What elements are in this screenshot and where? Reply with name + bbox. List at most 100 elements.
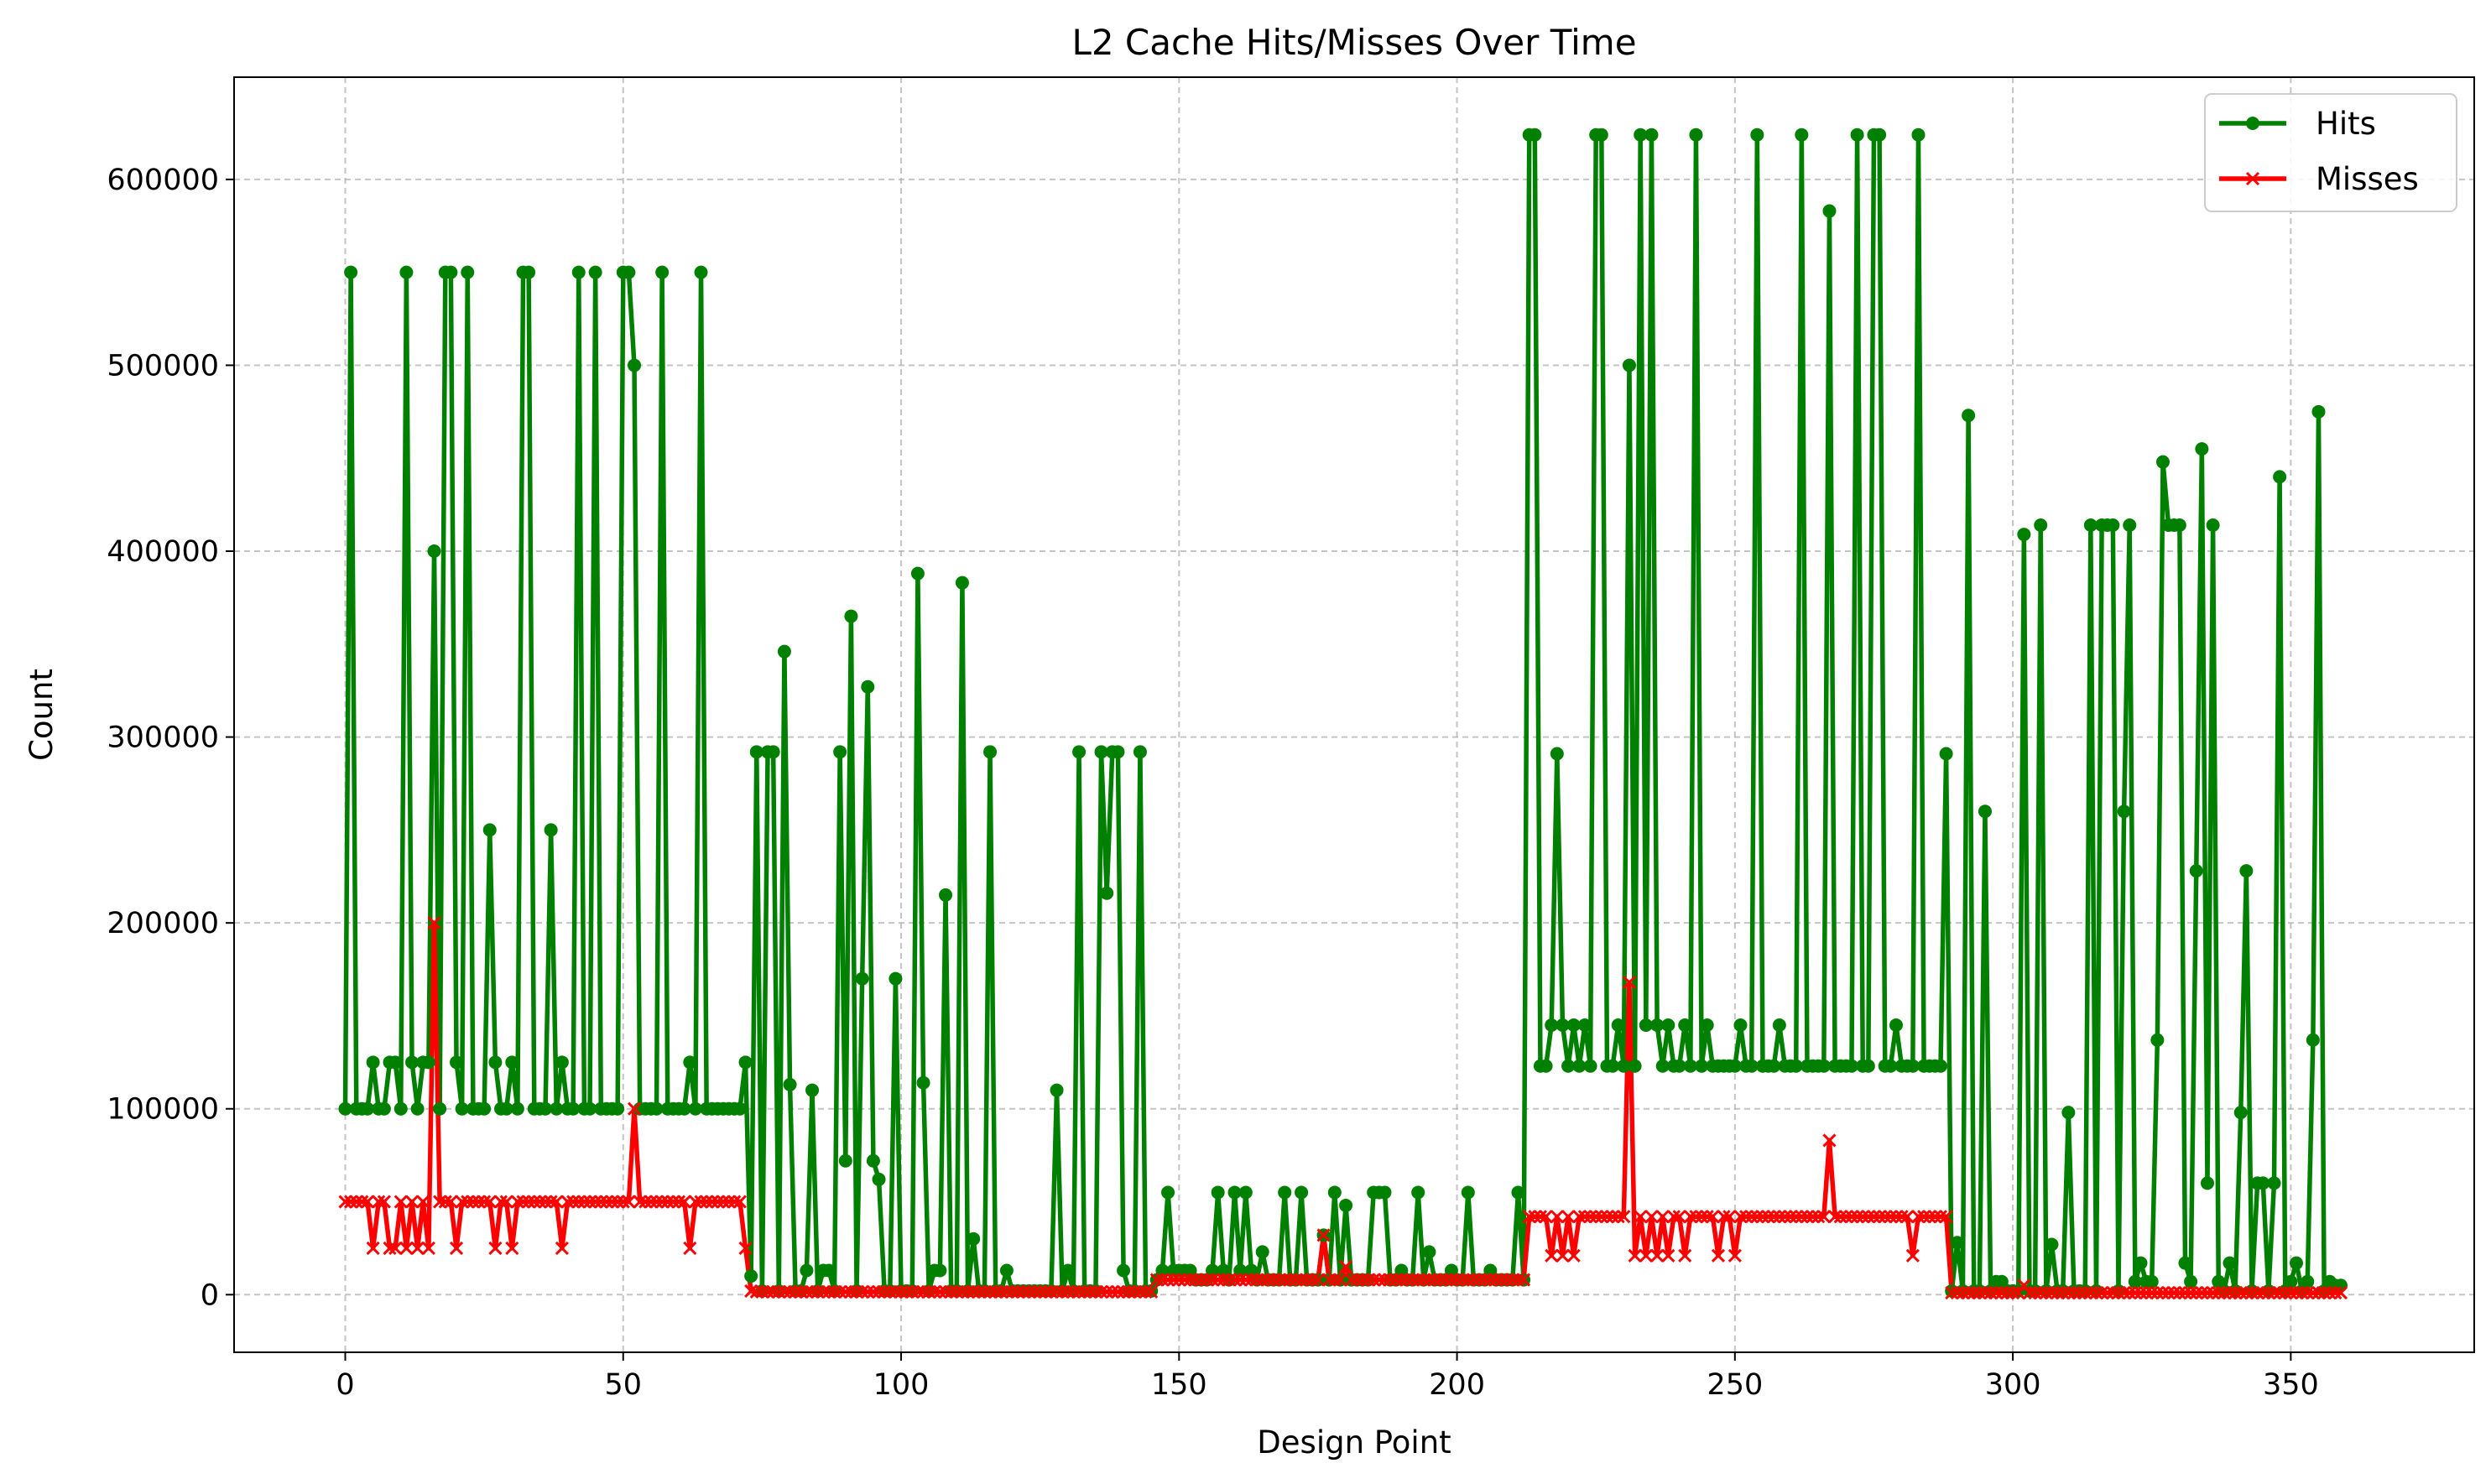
data-point-misses (1755, 1210, 1770, 1224)
data-point-misses (838, 1284, 852, 1299)
data-point-misses (910, 1284, 925, 1299)
data-point-misses (1160, 1273, 1175, 1287)
data-point-hits (611, 1101, 625, 1116)
data-point-misses (616, 1195, 630, 1209)
data-point-misses (855, 1284, 869, 1299)
data-point-misses (2217, 1286, 2231, 1300)
data-point-misses (1583, 1210, 1597, 1224)
data-point-misses (2223, 1286, 2237, 1300)
data-point-misses (649, 1195, 664, 1209)
data-point-misses (2244, 1286, 2259, 1300)
data-point-hits (749, 745, 763, 759)
data-point-misses (1105, 1284, 1119, 1299)
data-point-misses (410, 1241, 425, 1255)
data-point-misses (961, 1284, 975, 1299)
data-point-misses (967, 1284, 981, 1299)
data-point-misses (2139, 1286, 2154, 1300)
data-point-hits (855, 971, 869, 986)
data-point-hits (2134, 1256, 2148, 1270)
data-point-hits (2200, 1176, 2214, 1190)
data-point-misses (622, 1195, 636, 1209)
data-point-misses (1967, 1286, 1981, 1300)
data-point-misses (1055, 1284, 1070, 1299)
data-point-misses (2017, 1278, 2031, 1293)
data-point-misses (899, 1284, 914, 1299)
data-point-hits (1545, 1018, 1559, 1033)
data-point-misses (1666, 1210, 1681, 1224)
data-point-misses (633, 1195, 647, 1209)
data-point-hits (1422, 1245, 1436, 1259)
legend-misses-marker (2245, 171, 2260, 186)
data-point-misses (527, 1195, 541, 1209)
data-point-misses (1500, 1273, 1514, 1287)
data-point-hits (1211, 1185, 1225, 1200)
data-point-hits (1611, 1018, 1625, 1033)
data-point-hits (377, 1101, 391, 1116)
data-point-misses (1917, 1210, 1931, 1224)
data-point-misses (2184, 1286, 2198, 1300)
data-point-misses (1678, 1248, 1692, 1263)
data-point-misses (2072, 1286, 2087, 1300)
data-point-hits (2273, 470, 2287, 484)
data-point-hits (1850, 128, 1864, 142)
data-point-misses (2322, 1286, 2337, 1300)
data-point-misses (1867, 1210, 1881, 1224)
data-point-misses (1144, 1284, 1159, 1299)
data-point-hits (838, 1153, 852, 1168)
data-point-hits (1767, 1059, 1781, 1073)
data-point-hits (800, 1263, 814, 1278)
data-point-misses (1205, 1273, 1220, 1287)
y-tick-label: 200000 (107, 907, 219, 940)
data-point-misses (510, 1195, 524, 1209)
data-point-misses (493, 1195, 508, 1209)
data-point-misses (700, 1195, 714, 1209)
data-point-hits (399, 265, 414, 279)
data-point-hits (732, 1101, 747, 1116)
data-point-misses (1266, 1273, 1280, 1287)
data-point-hits (1327, 1185, 1342, 1200)
data-point-hits (1606, 1059, 1620, 1073)
data-point-misses (2045, 1286, 2059, 1300)
data-point-misses (1433, 1273, 1447, 1287)
data-point-misses (1027, 1284, 1042, 1299)
data-point-misses (1772, 1210, 1786, 1224)
data-point-hits (622, 265, 636, 279)
data-point-misses (1467, 1273, 1481, 1287)
data-point-misses (2233, 1286, 2248, 1300)
data-point-misses (1517, 1273, 1531, 1287)
data-point-misses (1639, 1248, 1653, 1263)
data-point-misses (560, 1195, 575, 1209)
data-point-misses (955, 1284, 969, 1299)
data-point-misses (1761, 1210, 1775, 1224)
data-point-hits (510, 1101, 524, 1116)
data-point-misses (738, 1241, 753, 1255)
data-point-misses (688, 1195, 702, 1209)
data-point-misses (755, 1284, 769, 1299)
data-point-misses (582, 1195, 597, 1209)
data-point-misses (1416, 1273, 1431, 1287)
x-axis: 0 50 100 150 200 250 300 350 (336, 1352, 2319, 1402)
data-point-hits (677, 1101, 691, 1116)
data-point-misses (933, 1284, 947, 1299)
data-point-misses (1488, 1273, 1503, 1287)
data-point-hits (444, 265, 458, 279)
data-point-misses (1884, 1210, 1898, 1224)
data-point-misses (2278, 1286, 2292, 1300)
data-point-misses (605, 1195, 619, 1209)
data-point-misses (1811, 1210, 1826, 1224)
plot-frame (233, 76, 2475, 1353)
data-point-hits (539, 1101, 553, 1116)
x-tick-label: 0 (336, 1368, 354, 1402)
data-point-hits (1094, 745, 1108, 759)
data-point-misses (1177, 1273, 1191, 1287)
data-point-misses (2051, 1286, 2065, 1300)
data-point-misses (555, 1241, 569, 1255)
data-point-misses (1322, 1273, 1337, 1287)
data-point-hits (2061, 1106, 2076, 1120)
data-point-misses (2123, 1286, 2137, 1300)
data-point-misses (927, 1284, 941, 1299)
data-point-misses (866, 1284, 880, 1299)
data-point-misses (1539, 1210, 1553, 1224)
data-point-hits (1155, 1263, 1170, 1278)
